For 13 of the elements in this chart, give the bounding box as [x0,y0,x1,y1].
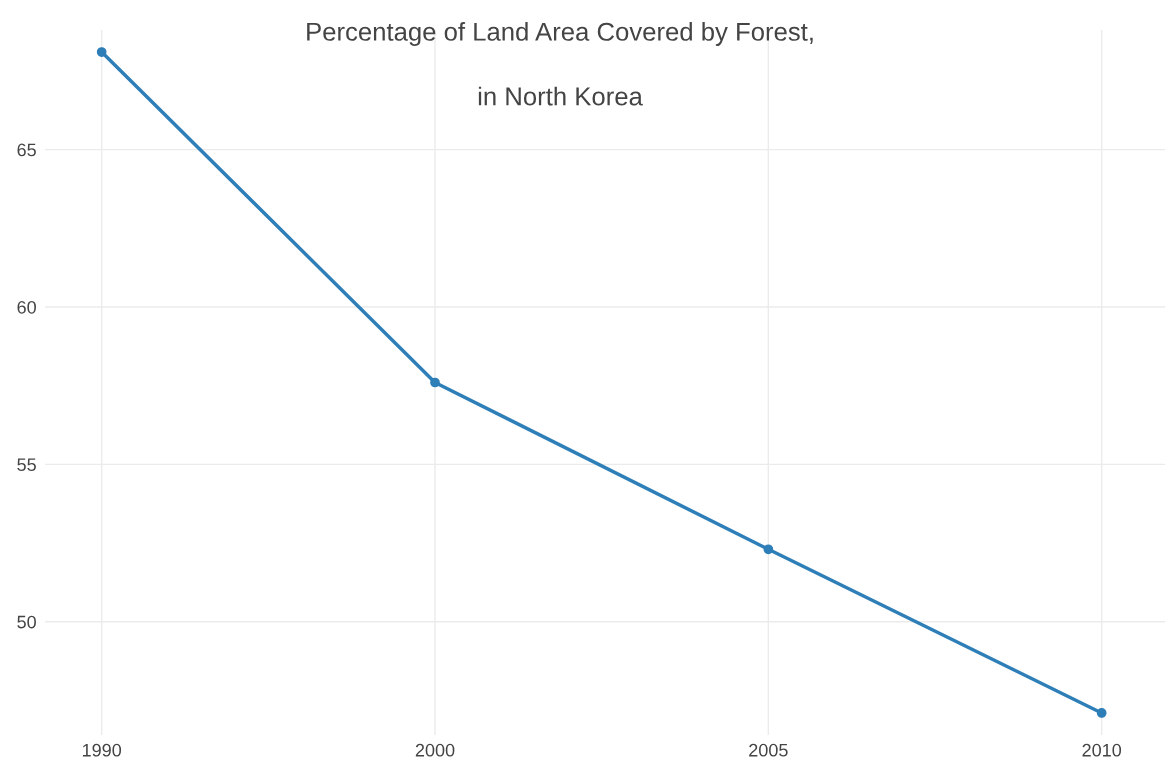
y-tick-label: 65 [17,143,36,157]
point [1096,708,1107,718]
y-tick-label: 50 [17,615,36,629]
x-tick-label: 2000 [415,743,455,757]
x-tick-label: 1990 [82,743,122,757]
chart-title: Percentage of Land Area Covered by Forest, in North Korea [307,22,813,106]
x-tick-label: 2005 [749,743,788,757]
y-tick-label: 60 [17,300,36,314]
x-tick-label: 2010 [1082,743,1122,757]
point [96,47,107,57]
y-tick-label: 55 [17,458,36,472]
point [430,377,440,388]
point [763,544,774,555]
